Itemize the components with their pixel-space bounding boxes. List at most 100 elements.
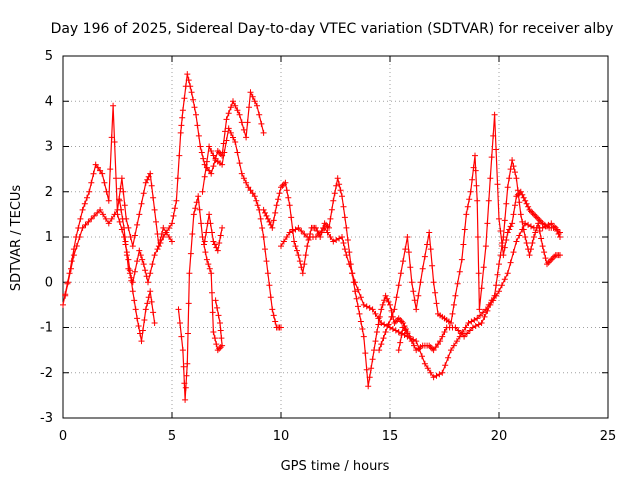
data-point: [141, 317, 148, 323]
data-point: [131, 297, 138, 304]
data-point: [478, 320, 485, 326]
data-point: [507, 166, 514, 173]
data-point: [68, 265, 74, 272]
y-tick-label: 1: [45, 230, 53, 245]
data-point: [182, 396, 189, 403]
data-point: [330, 197, 337, 204]
data-point: [131, 268, 138, 275]
series-track-b: [62, 170, 175, 299]
data-point: [258, 120, 265, 127]
data-point: [257, 215, 264, 222]
data-point: [542, 255, 549, 262]
data-point: [393, 294, 400, 301]
data-point: [139, 256, 146, 263]
data-point: [301, 261, 308, 268]
data-point: [179, 114, 186, 121]
data-point: [430, 374, 437, 381]
data-point: [472, 152, 478, 159]
data-point: [498, 240, 505, 246]
data-point: [238, 119, 245, 126]
data-point: [273, 202, 280, 209]
data-point: [496, 288, 502, 295]
data-point: [65, 279, 72, 286]
data-point: [173, 197, 180, 204]
data-point: [190, 96, 197, 103]
x-tick-label: 25: [600, 429, 617, 444]
data-point: [254, 102, 260, 109]
data-point: [192, 205, 199, 212]
series-track-f: [201, 211, 226, 254]
data-point: [458, 256, 465, 263]
data-point: [464, 203, 471, 210]
data-point: [503, 237, 510, 243]
data-point: [472, 167, 479, 174]
y-tick-label: 2: [45, 185, 53, 200]
data-point: [481, 313, 488, 320]
data-point: [208, 270, 215, 277]
data-point: [296, 258, 303, 265]
data-point: [259, 225, 266, 231]
data-point: [70, 252, 77, 259]
data-point: [302, 252, 309, 259]
data-point: [137, 330, 143, 337]
data-point: [179, 347, 186, 354]
data-point: [459, 329, 466, 335]
data-point: [419, 353, 425, 360]
data-point: [463, 211, 470, 218]
data-point: [145, 173, 152, 180]
y-tick-label: 3: [45, 140, 53, 155]
data-point: [506, 175, 513, 182]
x-tick-label: 0: [59, 429, 67, 444]
data-point: [433, 372, 440, 379]
data-point: [144, 300, 151, 307]
data-point: [148, 182, 155, 189]
data-point: [424, 241, 431, 248]
series-track-i: [376, 111, 563, 354]
data-point: [452, 292, 459, 299]
data-point: [236, 111, 243, 118]
data-point: [125, 256, 132, 263]
data-point: [195, 132, 202, 139]
data-point: [439, 333, 446, 340]
data-point: [493, 282, 500, 289]
data-point: [211, 335, 218, 342]
data-point: [458, 330, 465, 337]
data-point: [76, 234, 83, 240]
data-point: [120, 188, 127, 195]
data-point: [195, 193, 202, 200]
series-line: [398, 222, 561, 352]
data-point: [150, 309, 157, 316]
data-point: [432, 289, 439, 296]
data-point: [500, 252, 507, 259]
data-point: [340, 240, 347, 246]
data-point: [198, 220, 205, 227]
data-point: [138, 338, 145, 345]
series-line: [263, 178, 408, 387]
data-point: [474, 197, 481, 204]
data-point: [488, 154, 495, 161]
data-point: [305, 237, 312, 243]
data-point: [333, 237, 340, 243]
data-point: [368, 365, 375, 372]
data-point: [263, 212, 270, 219]
data-point: [137, 252, 144, 259]
data-point: [286, 229, 293, 236]
data-point: [464, 330, 470, 337]
data-point: [260, 234, 267, 240]
data-point: [341, 246, 348, 253]
data-point: [522, 197, 529, 204]
data-point: [295, 224, 302, 231]
data-point: [493, 146, 500, 153]
data-point: [262, 209, 268, 216]
data-point: [150, 194, 157, 201]
data-point: [404, 234, 411, 240]
data-point: [366, 374, 373, 381]
data-point: [408, 338, 415, 345]
data-point: [328, 206, 335, 213]
data-point: [234, 149, 241, 156]
data-point: [206, 143, 213, 150]
data-point: [178, 333, 185, 340]
data-point: [417, 279, 424, 286]
data-point: [82, 221, 89, 228]
data-point: [349, 270, 356, 277]
